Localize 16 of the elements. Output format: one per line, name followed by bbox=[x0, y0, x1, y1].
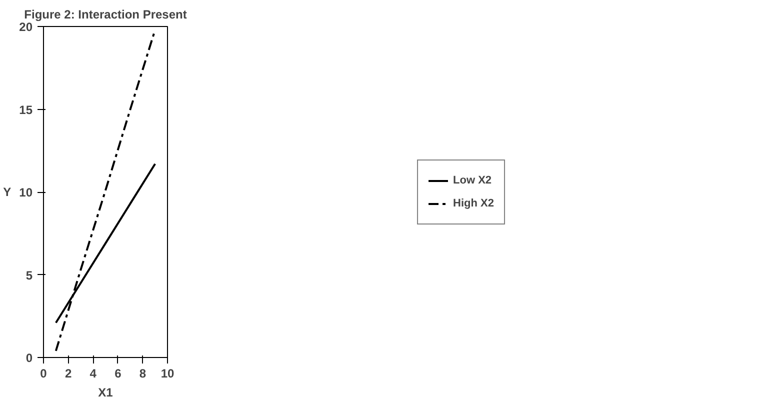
legend-label: High X2 bbox=[453, 197, 494, 209]
x-tick-label: 6 bbox=[114, 366, 122, 380]
chart-title: Figure 2: Interaction Present bbox=[24, 8, 187, 22]
x-tick-label: 2 bbox=[64, 366, 72, 380]
x-tick-label: 4 bbox=[90, 366, 97, 380]
y-tick-label: 20 bbox=[19, 20, 33, 34]
legend-label: Low X2 bbox=[453, 174, 492, 186]
x-tick-label: 8 bbox=[139, 366, 146, 380]
y-tick-label: 5 bbox=[26, 268, 33, 282]
x-tick-label: 0 bbox=[40, 366, 48, 380]
y-axis-title: Y bbox=[3, 185, 12, 199]
x-axis-title: X1 bbox=[98, 386, 114, 400]
x-tick-label: 10 bbox=[160, 366, 174, 380]
y-tick-label: 15 bbox=[19, 102, 33, 117]
y-tick-label: 0 bbox=[26, 351, 33, 365]
y-tick-label: 10 bbox=[19, 186, 33, 200]
